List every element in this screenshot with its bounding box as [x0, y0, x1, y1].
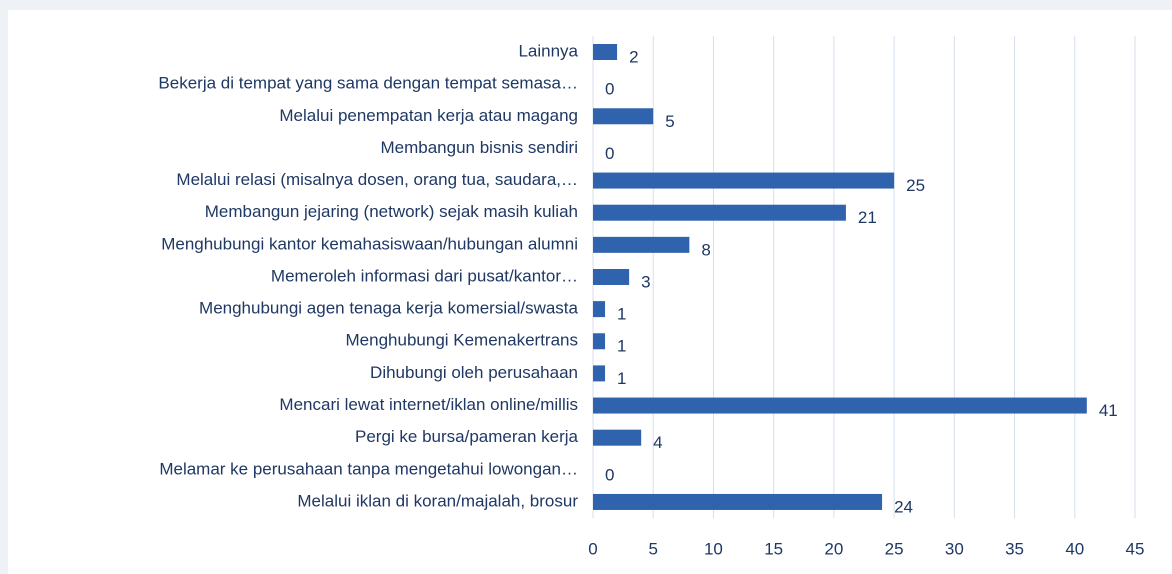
bar: [593, 429, 642, 446]
y-tick-label: Menghubungi Kemenakertrans: [346, 331, 578, 350]
chart-panel: [8, 10, 1172, 574]
y-tick-label: Lainnya: [518, 41, 578, 60]
bar: [593, 44, 618, 60]
bar: [593, 493, 883, 510]
bar: [593, 397, 1087, 414]
bar: [593, 108, 654, 125]
y-tick-label: Membangun bisnis sendiri: [381, 138, 579, 157]
x-tick-label: 20: [824, 539, 843, 558]
data-label: 4: [653, 433, 662, 452]
x-tick-label: 25: [885, 539, 904, 558]
x-tick-label: 40: [1065, 539, 1084, 558]
y-tick-label: Menghubungi agen tenaga kerja komersial/…: [199, 299, 579, 318]
y-tick-label: Membangun jejaring (network) sejak masih…: [205, 202, 578, 221]
data-label: 24: [894, 497, 913, 516]
data-label: 1: [617, 305, 626, 324]
y-tick-label: Dihubungi oleh perusahaan: [370, 363, 578, 382]
y-tick-label: Bekerja di tempat yang sama dengan tempa…: [158, 74, 578, 93]
bar: [593, 236, 690, 253]
y-tick-label: Memeroleh informasi dari pusat/kantor…: [271, 266, 578, 285]
y-tick-label: Melalui penempatan kerja atau magang: [279, 106, 578, 125]
data-label: 5: [665, 112, 674, 131]
data-label: 41: [1099, 401, 1118, 420]
data-label: 0: [605, 465, 614, 484]
x-tick-label: 0: [588, 539, 597, 558]
data-label: 0: [605, 144, 614, 163]
data-label: 8: [701, 240, 710, 259]
x-tick-label: 10: [704, 539, 723, 558]
data-label: 1: [617, 369, 626, 388]
bar: [593, 301, 606, 318]
bar: [593, 172, 895, 189]
data-label: 3: [641, 272, 650, 291]
bar: [593, 333, 606, 350]
data-label: 25: [906, 176, 925, 195]
x-tick-label: 5: [648, 539, 657, 558]
x-tick-label: 30: [945, 539, 964, 558]
x-tick-label: 45: [1126, 539, 1145, 558]
data-label: 2: [629, 47, 638, 66]
bar: [593, 268, 630, 285]
y-tick-label: Pergi ke bursa/pameran kerja: [355, 427, 579, 446]
y-tick-label: Mencari lewat internet/iklan online/mill…: [279, 395, 578, 414]
y-tick-label: Melalui relasi (misalnya dosen, orang tu…: [176, 170, 578, 189]
bar: [593, 365, 606, 382]
x-tick-label: 15: [764, 539, 783, 558]
bar: [593, 204, 846, 221]
y-tick-label: Menghubungi kantor kemahasiswaan/hubunga…: [161, 234, 578, 253]
y-tick-label: Melalui iklan di koran/majalah, brosur: [297, 491, 578, 510]
data-label: 21: [858, 208, 877, 227]
data-label: 1: [617, 337, 626, 356]
x-tick-label: 35: [1005, 539, 1024, 558]
y-tick-label: Melamar ke perusahaan tanpa mengetahui l…: [159, 459, 578, 478]
data-label: 0: [605, 80, 614, 99]
